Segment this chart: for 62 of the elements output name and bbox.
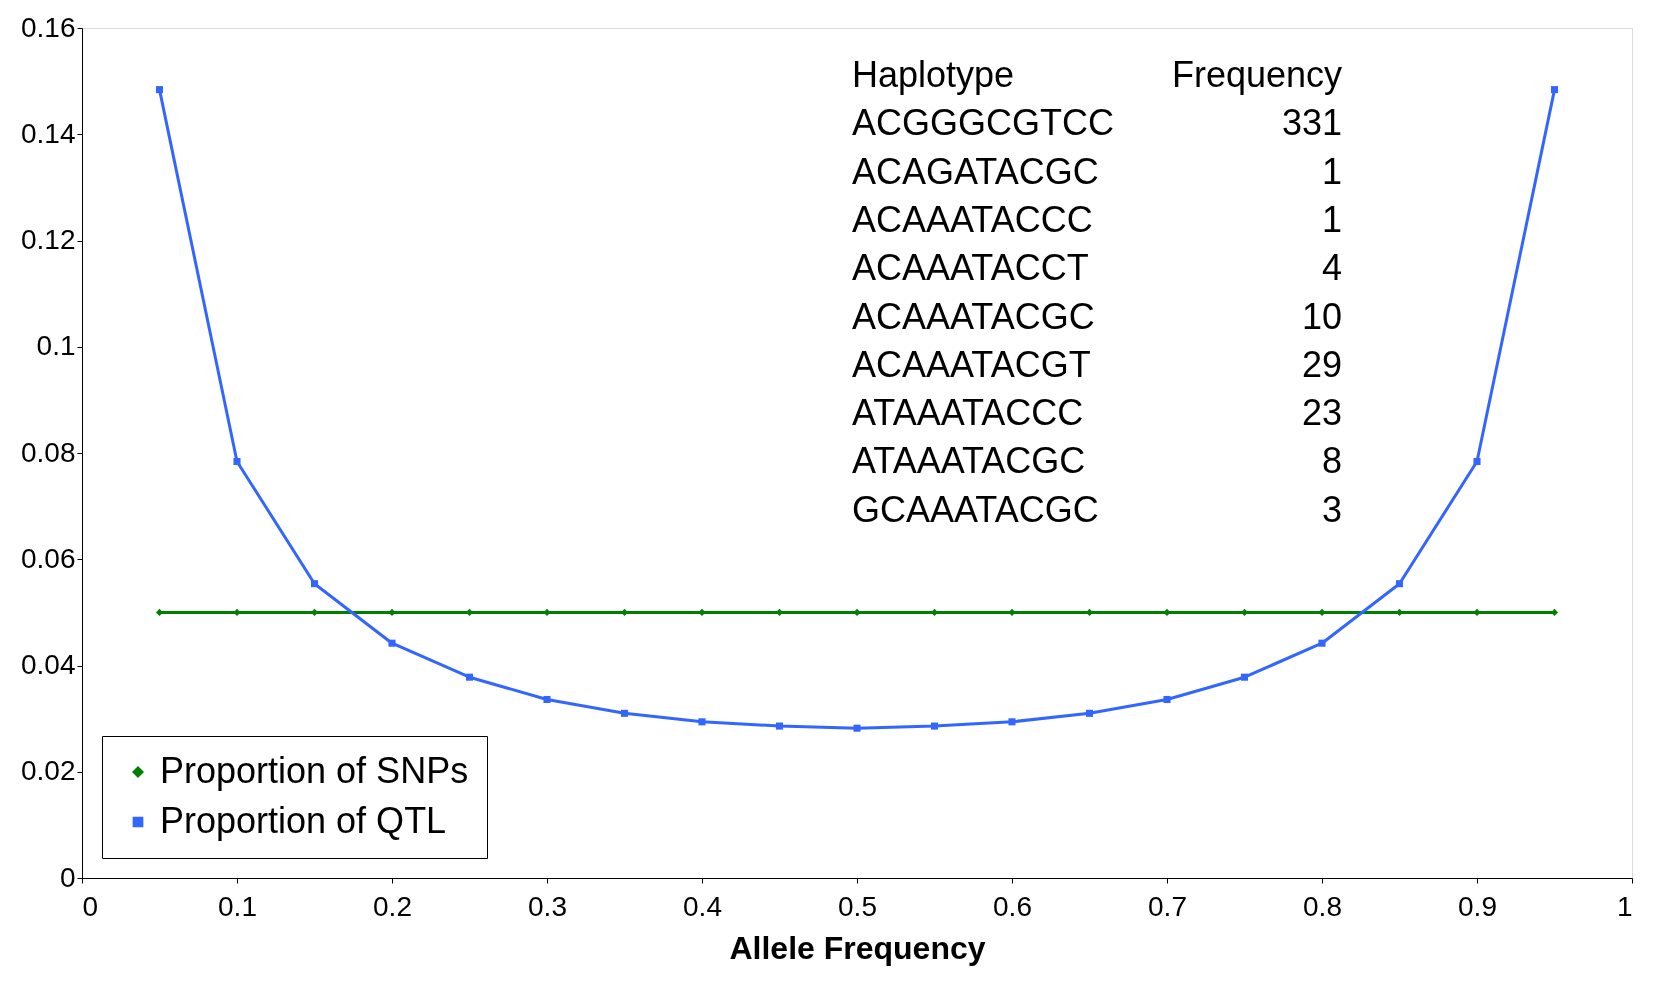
x-tick-label: 0.5 bbox=[838, 890, 877, 922]
y-tick-label: 0.08 bbox=[21, 436, 76, 468]
annotation: ACAAATACGT bbox=[852, 343, 1091, 385]
y-tick-label: 0.16 bbox=[21, 11, 76, 43]
point bbox=[388, 639, 396, 647]
x-tick-label: 1 bbox=[1616, 890, 1633, 922]
annotation: ACAAATACGC bbox=[852, 295, 1095, 337]
legend-label: Proportion of QTL bbox=[160, 800, 447, 841]
annotation: 10 bbox=[1301, 295, 1342, 337]
legend-label: Proportion of SNPs bbox=[160, 750, 469, 791]
annotation: 4 bbox=[1321, 247, 1342, 289]
annotation: ATAAATACCC bbox=[852, 392, 1084, 434]
y-tick-label: 0.06 bbox=[21, 542, 76, 574]
point bbox=[465, 673, 474, 681]
annotation: 8 bbox=[1321, 440, 1342, 482]
point bbox=[155, 86, 164, 94]
annotation: 23 bbox=[1301, 392, 1342, 434]
x-tick-label: 0.3 bbox=[528, 890, 567, 922]
annotation: ATAAATACGC bbox=[852, 440, 1086, 482]
annotation: 29 bbox=[1301, 343, 1342, 385]
y-tick-label: 0.02 bbox=[21, 755, 76, 787]
point bbox=[1318, 639, 1326, 647]
y-tick-label: 0.14 bbox=[21, 117, 76, 149]
y-tick-label: 0.04 bbox=[21, 649, 76, 680]
point bbox=[1395, 580, 1404, 588]
annotation: 3 bbox=[1321, 488, 1342, 530]
annotation: Haplotype bbox=[852, 54, 1015, 95]
point bbox=[620, 709, 629, 717]
x-tick-label: 0.4 bbox=[683, 890, 722, 922]
point bbox=[1550, 86, 1559, 94]
annotation: Frequency bbox=[1171, 54, 1342, 95]
x-tick-label: 0.6 bbox=[993, 890, 1032, 922]
x-tick-label: 0.9 bbox=[1458, 890, 1497, 922]
point bbox=[1240, 673, 1249, 681]
annotation: 1 bbox=[1321, 198, 1342, 240]
annotation: ACAAATACCC bbox=[852, 198, 1093, 240]
annotation: 331 bbox=[1281, 102, 1342, 144]
annotation: ACAGATACGC bbox=[852, 150, 1099, 192]
point bbox=[775, 722, 784, 730]
annotation: GCAAATACGC bbox=[852, 488, 1099, 530]
x-tick-label: 0.7 bbox=[1148, 890, 1187, 922]
point bbox=[543, 695, 551, 704]
x-tick-label: 0.8 bbox=[1303, 890, 1342, 922]
x-axis-title: Allele Frequency bbox=[729, 929, 986, 966]
point bbox=[1473, 457, 1481, 466]
annotation: ACGGGCGTCC bbox=[852, 102, 1115, 144]
point bbox=[853, 724, 861, 732]
x-tick-label: 0.2 bbox=[373, 890, 412, 922]
point bbox=[930, 722, 939, 730]
point bbox=[310, 580, 319, 588]
point bbox=[1163, 695, 1171, 704]
x-tick-label: 0 bbox=[82, 890, 99, 922]
point bbox=[1008, 718, 1016, 726]
annotation: ACAAATACCT bbox=[852, 247, 1089, 289]
y-tick-label: 0.1 bbox=[36, 330, 76, 362]
point bbox=[1085, 709, 1094, 717]
annotation: 1 bbox=[1321, 150, 1342, 192]
point bbox=[233, 457, 241, 466]
x-tick-label: 0.1 bbox=[218, 890, 257, 922]
y-tick-label: 0.12 bbox=[21, 224, 76, 255]
y-tick-label: 0 bbox=[59, 861, 76, 893]
point bbox=[698, 718, 706, 726]
